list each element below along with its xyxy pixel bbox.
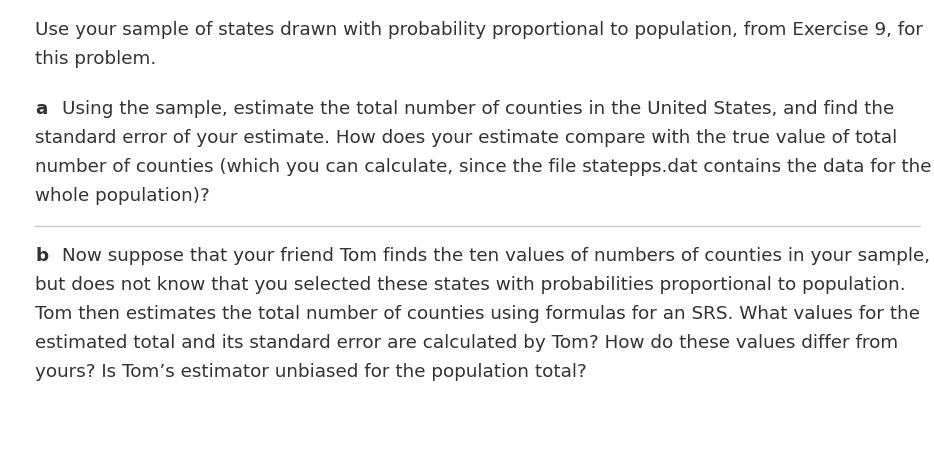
Text: Tom then estimates the total number of counties using formulas for an SRS. What : Tom then estimates the total number of c…	[35, 305, 921, 323]
Text: b: b	[35, 247, 49, 265]
Text: this problem.: this problem.	[35, 50, 157, 68]
Text: estimated total and its standard error are calculated by Tom? How do these value: estimated total and its standard error a…	[35, 334, 899, 352]
Text: but does not know that you selected these states with probabilities proportional: but does not know that you selected thes…	[35, 276, 906, 294]
Text: number of counties (which you can calculate, since the file statepps.dat contain: number of counties (which you can calcul…	[35, 158, 932, 176]
Text: yours? Is Tom’s estimator unbiased for the population total?: yours? Is Tom’s estimator unbiased for t…	[35, 363, 587, 381]
Text: whole population)?: whole population)?	[35, 187, 210, 205]
Text: Using the sample, estimate the total number of counties in the United States, an: Using the sample, estimate the total num…	[62, 100, 894, 118]
Text: standard error of your estimate. How does your estimate compare with the true va: standard error of your estimate. How doe…	[35, 129, 898, 147]
Text: Now suppose that your friend Tom finds the ten values of numbers of counties in : Now suppose that your friend Tom finds t…	[62, 247, 929, 265]
Text: a: a	[35, 100, 48, 118]
Text: Use your sample of states drawn with probability proportional to population, fro: Use your sample of states drawn with pro…	[35, 21, 924, 39]
